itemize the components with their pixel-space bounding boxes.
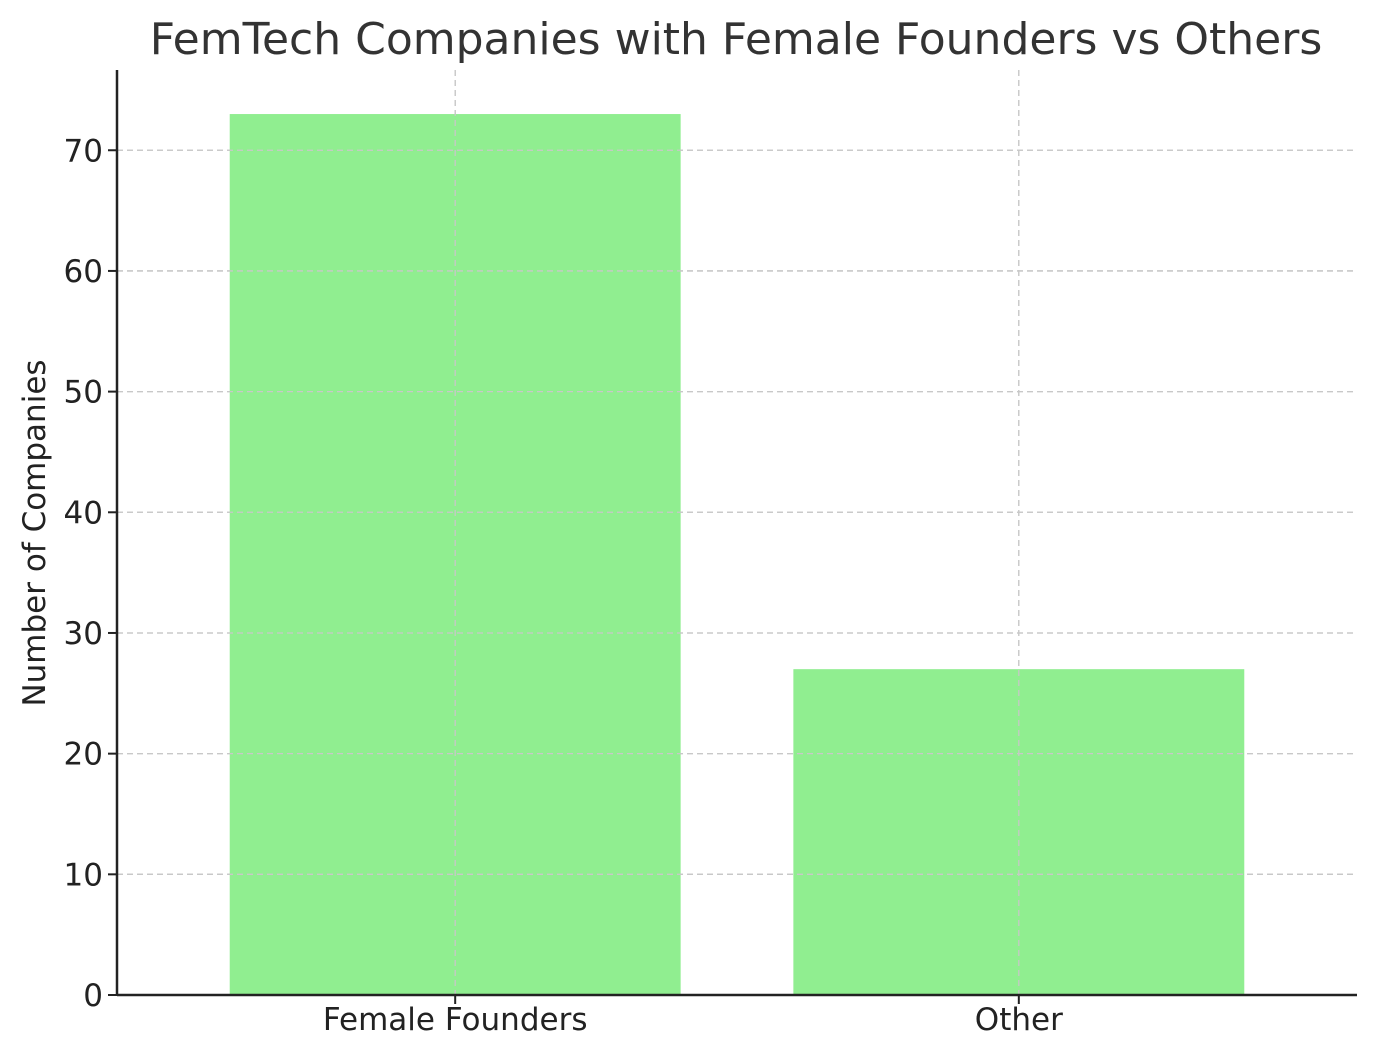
y-tick-label: 40 [64,495,103,531]
y-tick-label: 20 [64,737,103,773]
y-tick-label: 50 [64,375,103,411]
y-tick-label: 10 [64,857,103,893]
axes [108,70,1357,1004]
y-axis-label: Number of Companies [17,359,53,706]
bars [229,114,1245,996]
x-tick-label: Female Founders [323,1002,588,1038]
chart-title: FemTech Companies with Female Founders v… [150,14,1323,65]
y-tick-label: 0 [83,978,103,1014]
tick-labels: 0 10 20 30 40 50 60 70 Female Founders Other [64,133,1064,1038]
x-tick-label: Other [975,1002,1063,1038]
y-tick-label: 30 [64,616,103,652]
y-tick-label: 70 [64,133,103,169]
y-tick-label: 60 [64,254,103,290]
